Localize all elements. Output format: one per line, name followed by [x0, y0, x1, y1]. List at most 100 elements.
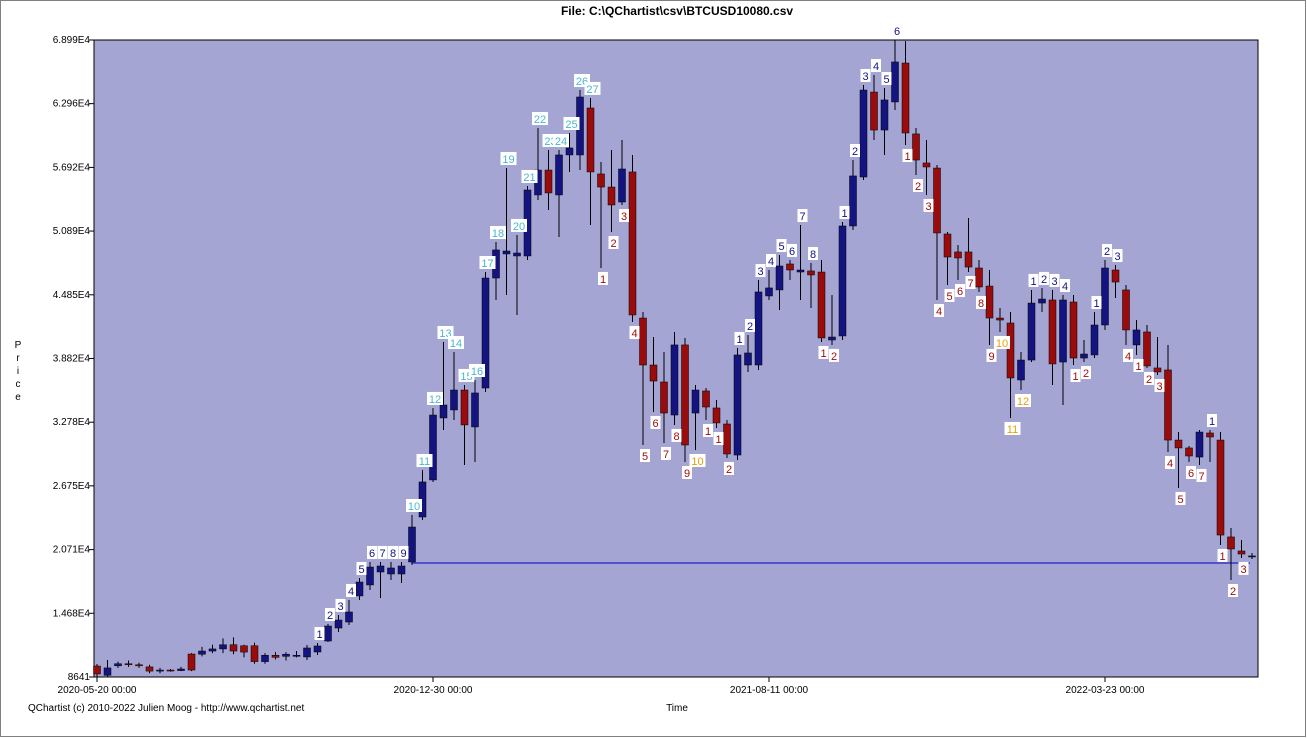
count-box: [650, 415, 661, 429]
count-box: [406, 498, 422, 512]
candle-body: [261, 655, 269, 662]
count-label: 4: [873, 61, 879, 73]
count-label: 5: [358, 564, 364, 576]
chart-title: File: C:\QChartist\csv\BTCUSD10080.csv: [561, 4, 793, 18]
candle-body: [502, 250, 511, 255]
count-label: 1: [1093, 298, 1099, 310]
candle-body: [607, 186, 616, 206]
count-box: [734, 332, 745, 346]
y-tick-label: 2.675E4: [53, 481, 91, 492]
candle-body: [1038, 298, 1046, 304]
candle-body: [775, 265, 784, 291]
candle-body: [355, 581, 364, 597]
count-label: 18: [492, 228, 504, 240]
count-box: [448, 336, 464, 350]
count-label: 6: [894, 26, 900, 38]
count-label: 12: [429, 394, 441, 406]
candle-body: [408, 526, 416, 563]
count-label: 7: [1198, 471, 1204, 483]
count-label: 16: [471, 366, 483, 378]
count-label: 6: [957, 286, 963, 298]
count-label: 4: [1167, 458, 1173, 470]
count-label: 2: [1104, 246, 1110, 258]
count-box: [500, 152, 517, 166]
count-label: 5: [883, 74, 889, 86]
count-label: 1: [1030, 276, 1036, 288]
candle-body: [1164, 369, 1172, 441]
candle-body: [880, 99, 889, 131]
candle-body: [460, 389, 469, 426]
candle-body: [597, 173, 605, 188]
candle-body: [954, 251, 962, 259]
count-box: [923, 198, 934, 212]
candle-body: [471, 392, 479, 428]
candle-body: [723, 423, 731, 455]
count-label: 1: [904, 151, 910, 163]
count-label: 8: [390, 548, 396, 560]
count-box: [1039, 271, 1049, 285]
count-box: [1081, 366, 1091, 380]
candle-body: [1006, 322, 1015, 379]
candle-body: [660, 381, 668, 414]
candle-body: [187, 653, 196, 671]
count-label: 2: [1041, 274, 1047, 286]
count-label: 12: [1017, 396, 1029, 408]
count-label: 3: [1156, 381, 1162, 393]
count-box: [325, 608, 335, 622]
count-label: 3: [621, 211, 627, 223]
count-box: [892, 24, 902, 37]
count-label: 9: [400, 548, 406, 560]
count-label: 2: [726, 464, 732, 476]
y-tick-label: 8641: [68, 672, 91, 683]
count-box: [1186, 465, 1196, 479]
candle-body: [292, 655, 301, 657]
count-box: [1123, 348, 1133, 362]
count-label: 9: [684, 468, 690, 480]
count-box: [689, 453, 706, 467]
count-box: [934, 303, 944, 317]
count-box: [1144, 371, 1154, 385]
candle-body: [429, 414, 437, 481]
count-box: [1217, 548, 1228, 562]
count-box: [745, 319, 755, 333]
count-box: [619, 208, 629, 222]
candle-body: [618, 168, 626, 203]
count-label: 25: [565, 119, 577, 131]
candle-body: [702, 390, 710, 408]
count-label: 3: [862, 71, 868, 83]
x-tick-label: 2022-03-23 00:00: [1066, 685, 1145, 696]
count-box: [598, 271, 608, 285]
count-box: [965, 276, 976, 290]
count-box: [377, 545, 388, 559]
candle-body: [303, 647, 311, 658]
count-label: 4: [631, 328, 637, 340]
count-label: 1: [316, 629, 322, 641]
count-box: [850, 144, 860, 158]
count-box: [1175, 491, 1186, 505]
count-label: 2: [1146, 374, 1152, 386]
count-label: 8: [978, 298, 984, 310]
count-label: 11: [1007, 424, 1018, 436]
candle-body: [586, 107, 595, 173]
count-box: [367, 545, 377, 559]
count-label: 1: [1219, 551, 1225, 563]
candle-body: [649, 364, 658, 382]
candle-body: [1111, 269, 1120, 283]
count-label: 8: [810, 249, 816, 261]
count-box: [1060, 279, 1070, 293]
candle-body: [177, 668, 185, 671]
count-box: [608, 236, 619, 250]
count-label: 27: [586, 84, 598, 96]
y-tick-label: 6.296E4: [53, 99, 91, 110]
candle-body: [1027, 302, 1036, 361]
candle-body: [240, 645, 248, 653]
candle-body: [1237, 550, 1246, 555]
x-tick-label: 2021-08-11 00:00: [730, 685, 809, 696]
count-box: [682, 465, 692, 479]
count-label: 10: [691, 456, 703, 468]
count-box: [521, 169, 538, 183]
count-label: 22: [534, 114, 546, 126]
count-label: 21: [523, 172, 535, 184]
candle-body: [166, 669, 175, 672]
count-box: [839, 205, 850, 219]
